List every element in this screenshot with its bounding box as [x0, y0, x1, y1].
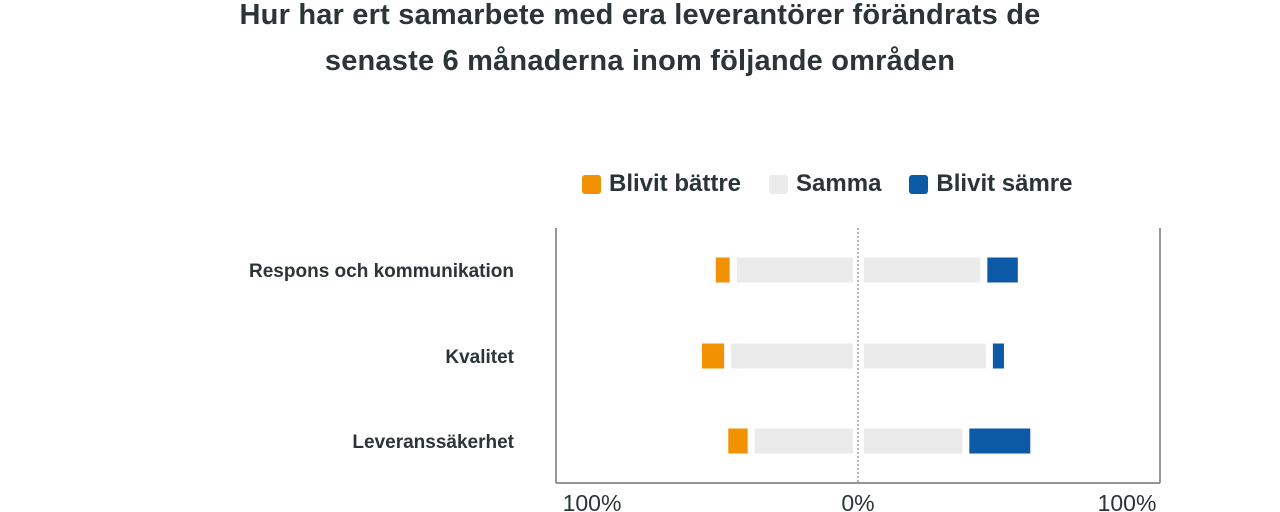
chart-title-line-2: senaste 6 månaderna inom följande område… — [324, 45, 956, 77]
bar-same-right — [864, 343, 986, 369]
category-label: Respons och kommunikation — [249, 261, 514, 282]
bar-worse — [992, 343, 1004, 369]
legend-swatch-same — [769, 174, 789, 194]
legend-label-same: Samma — [796, 170, 882, 197]
category-label: Kvalitet — [445, 347, 514, 368]
bar-better — [715, 257, 730, 283]
bar-worse — [969, 428, 1031, 454]
bar-same-left — [754, 428, 853, 454]
legend: Blivit bättre Samma Blivit sämre — [582, 170, 1101, 198]
bar-same-right — [864, 428, 963, 454]
category-label: Leveranssäkerhet — [352, 432, 514, 453]
x-tick-label: 0% — [841, 490, 874, 512]
legend-label-better: Blivit bättre — [609, 170, 742, 197]
bar-better — [728, 428, 748, 454]
chart-title-line-1: Hur har ert samarbete med era leverantör… — [239, 0, 1041, 31]
bar-worse — [987, 257, 1018, 283]
chart-title: Hur har ert samarbete med era leverantör… — [0, 0, 1280, 84]
bar-better — [701, 343, 725, 369]
legend-swatch-worse — [909, 174, 929, 194]
bar-same-right — [864, 257, 981, 283]
legend-item-same: Samma — [769, 170, 881, 198]
bar-same-left — [731, 343, 853, 369]
legend-item-worse: Blivit sämre — [909, 170, 1073, 198]
legend-item-better: Blivit bättre — [582, 170, 741, 198]
legend-swatch-better — [582, 174, 601, 194]
x-tick-label: 100% — [1098, 490, 1157, 512]
bar-same-left — [736, 257, 853, 283]
legend-label-worse: Blivit sämre — [936, 170, 1073, 197]
x-tick-label: 100% — [563, 490, 622, 512]
